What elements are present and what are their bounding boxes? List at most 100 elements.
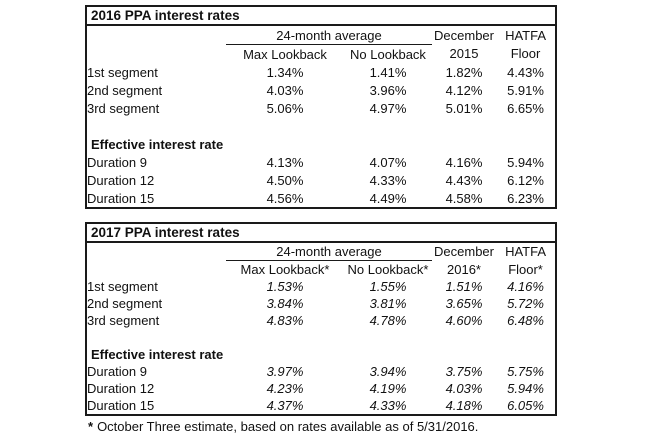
rate-value: 5.94% (507, 381, 544, 396)
rate-value: 4.33% (369, 398, 407, 413)
column-header-floor: Floor* (508, 261, 543, 277)
row-label: 1st segment (87, 279, 158, 294)
empty-cell (86, 45, 226, 64)
row-label: 3rd segment (87, 313, 160, 328)
rate-value: 6.12% (507, 172, 544, 188)
rate-value: 3.97% (266, 364, 304, 379)
table-row: Duration 12 4.50% 4.33% 4.43% 6.12% (86, 171, 556, 189)
table-row: 1st segment 1.34% 1.41% 1.82% 4.43% (86, 63, 556, 81)
rate-value: 6.05% (507, 398, 544, 413)
column-header-no-lookback: No Lookback* (347, 262, 429, 277)
column-header-no-lookback: No Lookback (350, 46, 426, 62)
sub-header-row: Max Lookback* No Lookback* 2016* Floor* (86, 261, 556, 279)
empty-cell (86, 329, 556, 346)
rate-value: 3.75% (445, 364, 483, 379)
column-header-december: December (434, 27, 494, 43)
table-row: Duration 15 4.56% 4.49% 4.58% 6.23% (86, 189, 556, 208)
rate-value: 3.81% (369, 296, 407, 311)
empty-cell (86, 261, 226, 279)
column-header-hatfa: HATFA (505, 27, 546, 43)
row-label: 1st segment (87, 64, 158, 80)
rate-value: 1.55% (369, 279, 407, 294)
group-header-row: 24-month average December HATFA (86, 25, 556, 45)
row-label: Duration 12 (87, 172, 155, 188)
rate-value: 1.41% (369, 64, 407, 80)
row-label: Duration 15 (87, 190, 155, 206)
rate-value: 5.91% (507, 82, 544, 98)
rate-value: 5.01% (445, 100, 483, 116)
section-label: Effective interest rate (91, 347, 224, 362)
table-row: 1st segment 1.53% 1.55% 1.51% 4.16% (86, 278, 556, 295)
table-title: 2016 PPA interest rates (86, 6, 557, 26)
rate-value: 5.94% (507, 154, 544, 170)
section-header-row: Effective interest rate (86, 346, 556, 363)
rate-value: 4.12% (445, 82, 483, 98)
rate-value: 4.43% (445, 172, 483, 188)
group-header: 24-month average (226, 242, 432, 261)
rate-value: 1.82% (445, 64, 483, 80)
row-label: Duration 12 (87, 381, 155, 396)
row-label: Duration 15 (87, 398, 155, 413)
rate-value: 4.33% (369, 172, 407, 188)
column-header-hatfa: HATFA (505, 244, 546, 260)
table-row: 3rd segment 5.06% 4.97% 5.01% 6.65% (86, 99, 556, 117)
table-title: 2017 PPA interest rates (86, 223, 557, 243)
column-header-max-lookback: Max Lookback (243, 46, 327, 62)
rate-value: 4.37% (266, 398, 304, 413)
table-row: 2nd segment 4.03% 3.96% 4.12% 5.91% (86, 81, 556, 99)
column-header-december: December (434, 244, 494, 260)
rate-value: 4.18% (445, 398, 483, 413)
rate-value: 4.16% (445, 154, 483, 170)
section-header-row: Effective interest rate (86, 135, 556, 153)
ppa-rates-table-2016: 2016 PPA interest rates 24-month average… (85, 5, 558, 209)
rate-value: 4.43% (507, 64, 544, 80)
column-header-year: 2015 (449, 46, 479, 62)
spacer-row (86, 329, 556, 346)
rate-value: 4.83% (266, 313, 304, 328)
row-label: 2nd segment (87, 296, 163, 311)
table-row: Duration 12 4.23% 4.19% 4.03% 5.94% (86, 380, 556, 397)
group-header-row: 24-month average December HATFA (86, 242, 556, 261)
rate-value: 3.84% (266, 296, 304, 311)
rate-value: 5.06% (266, 100, 304, 116)
table-title-row: 2017 PPA interest rates (86, 223, 557, 243)
column-header-floor: Floor (510, 46, 541, 62)
empty-cell (86, 117, 556, 135)
section-label: Effective interest rate (91, 136, 224, 152)
row-label: 2nd segment (87, 82, 163, 98)
rate-value: 6.48% (507, 313, 544, 328)
rate-value: 4.49% (369, 190, 407, 206)
row-label: Duration 9 (87, 154, 147, 170)
table-row: Duration 9 3.97% 3.94% 3.75% 5.75% (86, 363, 556, 380)
rate-value: 5.72% (507, 296, 544, 311)
empty-cell (86, 25, 226, 45)
rate-value: 4.07% (369, 154, 407, 170)
spacer-row (86, 117, 556, 135)
rate-value: 4.16% (507, 279, 544, 294)
rate-value: 5.75% (507, 364, 544, 379)
table-row: Duration 15 4.37% 4.33% 4.18% 6.05% (86, 397, 556, 415)
rate-value: 4.78% (369, 313, 407, 328)
table-row: 3rd segment 4.83% 4.78% 4.60% 6.48% (86, 312, 556, 329)
row-label: Duration 9 (87, 364, 147, 379)
rate-value: 4.60% (445, 313, 483, 328)
empty-cell (86, 242, 226, 261)
ppa-rates-table-2017: 2017 PPA interest rates 24-month average… (85, 222, 558, 416)
row-label: 3rd segment (87, 100, 160, 116)
rate-value: 4.97% (369, 100, 407, 116)
column-header-year: 2016* (447, 261, 481, 277)
rate-value: 1.34% (266, 64, 304, 80)
rate-value: 3.96% (369, 82, 407, 98)
rate-value: 4.03% (445, 381, 483, 396)
table-title-row: 2016 PPA interest rates (86, 6, 557, 26)
group-header: 24-month average (226, 25, 432, 45)
rate-value: 1.53% (266, 279, 304, 294)
rate-value: 3.94% (369, 364, 407, 379)
rate-value: 4.23% (266, 381, 304, 396)
rate-value: 4.13% (266, 154, 304, 170)
table-row: Duration 9 4.13% 4.07% 4.16% 5.94% (86, 153, 556, 171)
rate-value: 4.19% (369, 381, 407, 396)
rate-value: 4.03% (266, 82, 304, 98)
rate-value: 4.58% (445, 190, 483, 206)
rate-value: 3.65% (445, 296, 483, 311)
